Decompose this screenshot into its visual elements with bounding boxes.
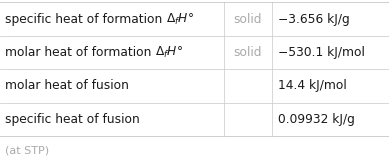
Text: (at STP): (at STP)	[5, 146, 49, 156]
Text: 0.09932 kJ/g: 0.09932 kJ/g	[278, 113, 355, 126]
Text: −530.1 kJ/mol: −530.1 kJ/mol	[278, 46, 365, 59]
Text: molar heat of fusion: molar heat of fusion	[5, 79, 128, 92]
Text: −3.656 kJ/g: −3.656 kJ/g	[278, 13, 350, 26]
Text: $\Delta_f H°$: $\Delta_f H°$	[155, 45, 183, 60]
Text: solid: solid	[234, 46, 262, 59]
Text: 14.4 kJ/mol: 14.4 kJ/mol	[278, 79, 347, 92]
Text: solid: solid	[234, 13, 262, 26]
Text: specific heat of formation: specific heat of formation	[5, 13, 166, 26]
Text: molar heat of formation: molar heat of formation	[5, 46, 155, 59]
Text: $\Delta_f H°$: $\Delta_f H°$	[166, 12, 194, 27]
Text: specific heat of fusion: specific heat of fusion	[5, 113, 139, 126]
